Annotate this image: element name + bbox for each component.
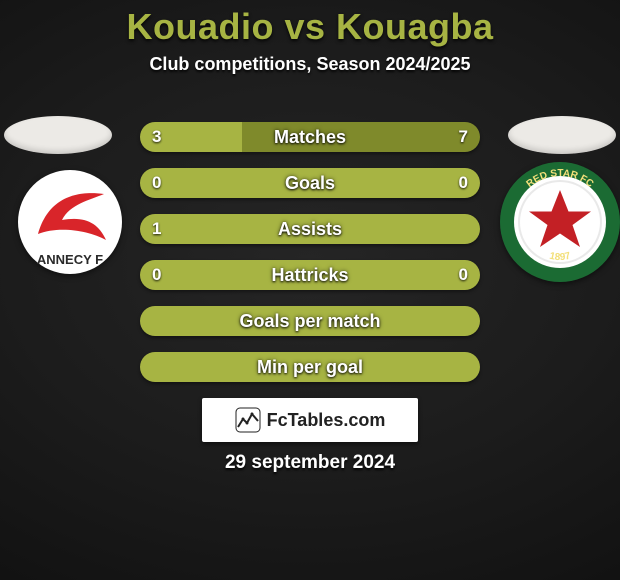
stat-bar-track <box>140 260 480 290</box>
stat-bar-track <box>140 214 480 244</box>
stat-bar-track <box>140 122 480 152</box>
stat-bar-seg-full <box>140 260 480 290</box>
fctables-logo-icon <box>235 407 261 433</box>
red-star-bottom-text: 1897 <box>548 251 572 264</box>
stat-bar: Matches37 <box>140 122 480 152</box>
stat-bar-seg-left <box>140 122 242 152</box>
stat-bar: Assists1 <box>140 214 480 244</box>
annecy-badge-text: ANNECY F <box>37 252 103 267</box>
stat-bar: Goals per match <box>140 306 480 336</box>
stat-bar-seg-right <box>242 122 480 152</box>
brand-strip: FcTables.com <box>202 398 418 442</box>
red-star-badge-icon: RED STAR FC 1897 <box>500 162 620 282</box>
page-title: Kouadio vs Kouagba <box>0 6 620 48</box>
player-photo-right <box>508 116 616 154</box>
stat-bar-seg-full <box>140 306 480 336</box>
stat-bar-seg-full <box>140 214 480 244</box>
stat-bar-track <box>140 168 480 198</box>
club-badge-right: RED STAR FC 1897 <box>500 162 620 282</box>
stat-bar-seg-full <box>140 168 480 198</box>
stat-bar-seg-full <box>140 352 480 382</box>
stat-bars: Matches37 Goals00 Assists1 Hattricks00 Goals… <box>140 122 480 398</box>
stat-bar-track <box>140 306 480 336</box>
club-badge-left: ANNECY F <box>18 170 122 274</box>
infographic-root: Kouadio vs Kouagba Club competitions, Se… <box>0 0 620 580</box>
date-stamp: 29 september 2024 <box>0 452 620 474</box>
stat-bar: Min per goal <box>140 352 480 382</box>
brand-text: FcTables.com <box>267 410 386 431</box>
stat-bar: Hattricks00 <box>140 260 480 290</box>
annecy-badge-icon: ANNECY F <box>18 170 122 274</box>
page-subtitle: Club competitions, Season 2024/2025 <box>0 54 620 75</box>
stat-bar-track <box>140 352 480 382</box>
stat-bar: Goals00 <box>140 168 480 198</box>
player-photo-left <box>4 116 112 154</box>
